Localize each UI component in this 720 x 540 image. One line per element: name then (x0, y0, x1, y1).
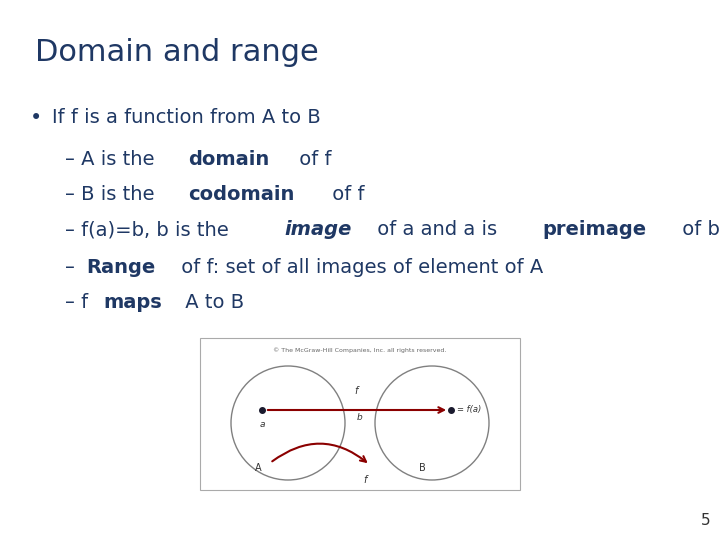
Text: If f is a function from A to B: If f is a function from A to B (52, 108, 320, 127)
FancyBboxPatch shape (200, 338, 520, 490)
Text: of a and a is: of a and a is (372, 220, 504, 239)
Text: A: A (255, 463, 261, 473)
Text: –: – (65, 258, 81, 277)
Text: – f: – f (65, 293, 94, 312)
Text: Domain and range: Domain and range (35, 38, 319, 67)
Text: of f: of f (293, 150, 332, 169)
Text: •: • (30, 108, 42, 128)
Text: codomain: codomain (189, 185, 295, 204)
Text: – B is the: – B is the (65, 185, 161, 204)
Text: Range: Range (86, 258, 155, 277)
Text: of f: set of all images of element of A: of f: set of all images of element of A (175, 258, 544, 277)
Text: b: b (357, 414, 363, 422)
Text: preimage: preimage (542, 220, 647, 239)
Text: of f: of f (326, 185, 364, 204)
Text: of b: of b (677, 220, 720, 239)
Text: © The McGraw-Hill Companies, Inc. all rights reserved.: © The McGraw-Hill Companies, Inc. all ri… (274, 347, 446, 353)
Text: – A is the: – A is the (65, 150, 161, 169)
Text: = f(a): = f(a) (457, 406, 481, 415)
Text: domain: domain (189, 150, 270, 169)
Text: 5: 5 (701, 513, 710, 528)
Text: maps: maps (103, 293, 162, 312)
Text: A to B: A to B (179, 293, 244, 312)
Text: image: image (284, 220, 352, 239)
Text: f: f (364, 475, 366, 485)
Text: B: B (418, 463, 426, 473)
Text: a: a (259, 420, 265, 429)
Text: f: f (355, 386, 358, 396)
Text: – f(a)=b, b is the: – f(a)=b, b is the (65, 220, 235, 239)
